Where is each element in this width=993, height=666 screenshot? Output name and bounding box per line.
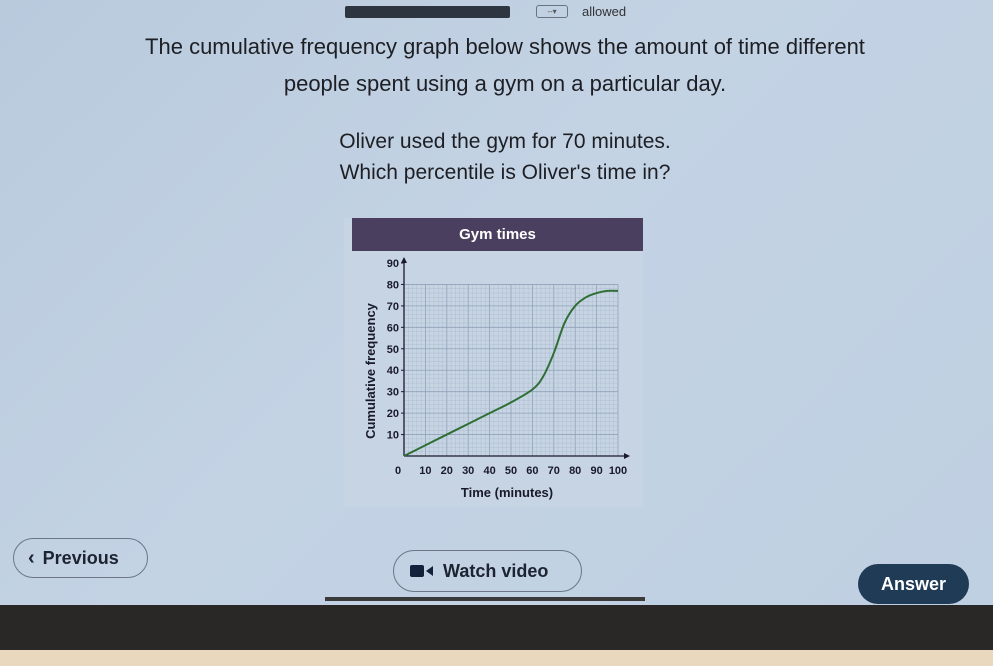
- x-tick-label: 90: [590, 465, 602, 477]
- x-tick-label: 70: [548, 465, 560, 477]
- x-tick-label: 50: [505, 465, 517, 477]
- cumulative-frequency-chart: 0 10 20 30 40 50 60 70 80 90 100 10 20 30 40 50 60 70 80 90…: [363, 257, 630, 500]
- app-screen: --▾ allowed The cumulative frequency gra…: [0, 0, 993, 605]
- y-axis-label: Cumulative frequency: [363, 302, 378, 439]
- video-camera-icon: [410, 565, 433, 577]
- x-tick-label: 40: [483, 465, 495, 477]
- y-axis-arrow: [401, 257, 407, 263]
- x-tick-label: 30: [462, 465, 474, 477]
- x-tick-label: 100: [609, 465, 627, 477]
- x-tick-label: 20: [441, 465, 453, 477]
- previous-label: Previous: [42, 547, 119, 568]
- y-tick-label: 10: [387, 430, 399, 442]
- x-tick-label: 60: [526, 465, 538, 477]
- chevron-left-icon: ‹: [28, 547, 35, 569]
- dropdown-toggle[interactable]: --▾: [536, 5, 568, 18]
- x-tick-label: 80: [569, 465, 581, 477]
- y-tick-label: 60: [387, 322, 399, 334]
- y-tick-label: 80: [387, 279, 399, 291]
- question-line-1: The cumulative frequency graph below sho…: [145, 34, 865, 59]
- x-axis-arrow: [624, 453, 630, 459]
- x-tick-label: 10: [419, 465, 431, 477]
- chart-title: Gym times: [352, 218, 643, 251]
- watch-video-label: Watch video: [443, 560, 549, 581]
- question-line-2: people spent using a gym on a particular…: [283, 71, 727, 96]
- question-line-3: Oliver used the gym for 70 minutes.: [339, 130, 671, 153]
- y-tick-label: 90: [387, 258, 399, 270]
- y-tick-label: 50: [387, 344, 399, 356]
- cumulative-frequency-curve: [403, 289, 619, 457]
- allowed-label: allowed: [582, 4, 627, 19]
- x-tick-label: 0: [395, 465, 401, 477]
- home-indicator: [325, 597, 645, 601]
- y-tick-label: 20: [387, 408, 399, 420]
- chart-card: [344, 218, 643, 507]
- x-axis-label: Time (minutes): [461, 485, 553, 500]
- chart-ticks: 0 10 20 30 40 50 60 70 80 90 100 10 20 30 40 50 60 70 80 90: [387, 258, 627, 477]
- chart-axes: [401, 257, 630, 459]
- watch-video-button[interactable]: Watch video: [393, 550, 582, 592]
- top-progress-bar: [345, 6, 510, 18]
- y-tick-label: 30: [387, 387, 399, 399]
- y-tick-label: 70: [387, 301, 399, 313]
- chart-grid: [403, 284, 619, 457]
- question-line-4: Which percentile is Oliver's time in?: [339, 161, 671, 184]
- y-tick-label: 40: [387, 365, 399, 377]
- answer-button[interactable]: Answer: [858, 564, 969, 604]
- previous-button[interactable]: ‹ Previous: [13, 538, 148, 578]
- background-surface: [0, 650, 993, 666]
